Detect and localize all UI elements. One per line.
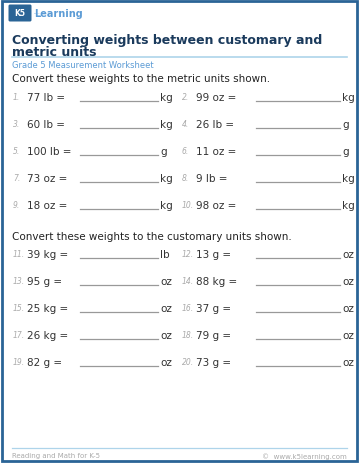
Text: 8.: 8. [182,174,189,182]
Text: 9 lb =: 9 lb = [196,174,228,184]
Text: ©  www.k5learning.com: © www.k5learning.com [262,452,347,459]
Text: oz: oz [342,250,354,259]
Text: 18.: 18. [182,330,194,339]
Text: 73 g =: 73 g = [196,357,231,367]
Text: metric units: metric units [12,46,97,59]
Text: 20.: 20. [182,357,194,366]
Text: 73 oz =: 73 oz = [27,174,67,184]
Text: 11.: 11. [13,250,25,258]
Text: #5b9bd5: #5b9bd5 [34,13,40,14]
Text: 95 g =: 95 g = [27,276,62,287]
Text: oz: oz [160,276,172,287]
Text: 11 oz =: 11 oz = [196,147,236,156]
FancyBboxPatch shape [9,6,32,22]
Text: 13 g =: 13 g = [196,250,231,259]
Text: 14.: 14. [182,276,194,285]
Text: 19.: 19. [13,357,25,366]
Text: oz: oz [342,276,354,287]
Text: oz: oz [160,357,172,367]
Text: g: g [342,120,349,130]
Text: Convert these weights to the customary units shown.: Convert these weights to the customary u… [12,232,292,242]
Text: 6.: 6. [182,147,189,156]
Text: g: g [342,147,349,156]
Text: 39 kg =: 39 kg = [27,250,68,259]
Text: 26 kg =: 26 kg = [27,330,68,340]
Text: 13.: 13. [13,276,25,285]
Text: 10.: 10. [182,200,194,210]
Text: 26 lb =: 26 lb = [196,120,234,130]
Text: g: g [160,147,167,156]
Text: 17.: 17. [13,330,25,339]
Text: 37 g =: 37 g = [196,303,231,313]
Text: 79 g =: 79 g = [196,330,231,340]
Text: 88 kg =: 88 kg = [196,276,237,287]
Text: 7.: 7. [13,174,20,182]
Text: Reading and Math for K-5: Reading and Math for K-5 [12,452,100,458]
Text: kg: kg [160,120,173,130]
Text: oz: oz [342,303,354,313]
Text: kg: kg [342,200,355,211]
Text: lb: lb [160,250,169,259]
Text: kg: kg [160,200,173,211]
Text: 25 kg =: 25 kg = [27,303,68,313]
Text: 15.: 15. [13,303,25,313]
Text: 82 g =: 82 g = [27,357,62,367]
Text: Grade 5 Measurement Worksheet: Grade 5 Measurement Worksheet [12,61,154,70]
Text: 60 lb =: 60 lb = [27,120,65,130]
Text: kg: kg [342,174,355,184]
Text: 98 oz =: 98 oz = [196,200,236,211]
Text: 4.: 4. [182,120,189,129]
Text: oz: oz [342,330,354,340]
Text: 3.: 3. [13,120,20,129]
Text: K5: K5 [14,9,25,19]
Text: Converting weights between customary and: Converting weights between customary and [12,34,322,47]
Text: oz: oz [160,303,172,313]
Text: kg: kg [160,93,173,103]
Text: 5.: 5. [13,147,20,156]
Text: 18 oz =: 18 oz = [27,200,67,211]
Text: kg: kg [342,93,355,103]
Text: Convert these weights to the metric units shown.: Convert these weights to the metric unit… [12,74,270,84]
Text: 9.: 9. [13,200,20,210]
Text: oz: oz [342,357,354,367]
Text: 2.: 2. [182,93,189,102]
Text: 16.: 16. [182,303,194,313]
Text: kg: kg [160,174,173,184]
Text: 77 lb =: 77 lb = [27,93,65,103]
Text: 100 lb =: 100 lb = [27,147,71,156]
Text: Learning: Learning [34,9,83,19]
Text: 1.: 1. [13,93,20,102]
Text: 12.: 12. [182,250,194,258]
Text: 99 oz =: 99 oz = [196,93,236,103]
Text: oz: oz [160,330,172,340]
